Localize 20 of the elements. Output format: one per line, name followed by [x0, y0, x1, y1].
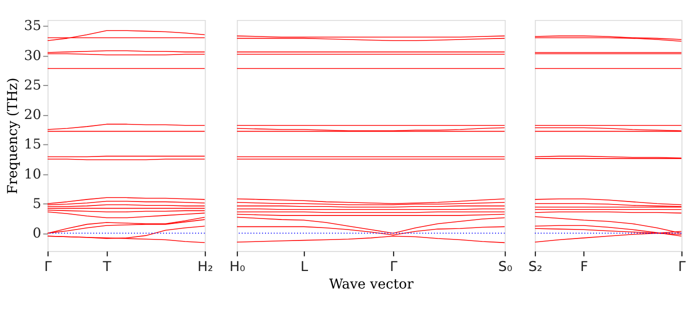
- y-tick-label: 10: [24, 166, 42, 182]
- x-tick-label: Γ: [390, 258, 398, 275]
- y-tick-label: 0: [32, 226, 42, 242]
- x-tick-label: H₀: [230, 258, 246, 275]
- x-tick-label: S₂: [528, 258, 542, 275]
- y-tick-label: 5: [32, 196, 42, 212]
- x-axis-title: Wave vector: [329, 276, 414, 292]
- x-tick-label: Γ: [44, 258, 52, 275]
- y-tick-label: 20: [24, 107, 42, 124]
- y-axis-title: Frequency (THz): [5, 78, 22, 194]
- y-tick-label: 30: [24, 48, 42, 64]
- y-tick-label: 25: [24, 77, 42, 94]
- y-tick-label: 15: [24, 136, 42, 153]
- x-tick-label: Γ: [678, 258, 686, 275]
- x-tick-label: F: [580, 258, 588, 275]
- x-tick-label: L: [300, 258, 309, 275]
- x-tick-label: S₀: [498, 258, 512, 275]
- x-tick-label: H₂: [197, 258, 214, 275]
- x-tick-label: T: [102, 258, 112, 275]
- y-tick-label: 35: [24, 18, 42, 34]
